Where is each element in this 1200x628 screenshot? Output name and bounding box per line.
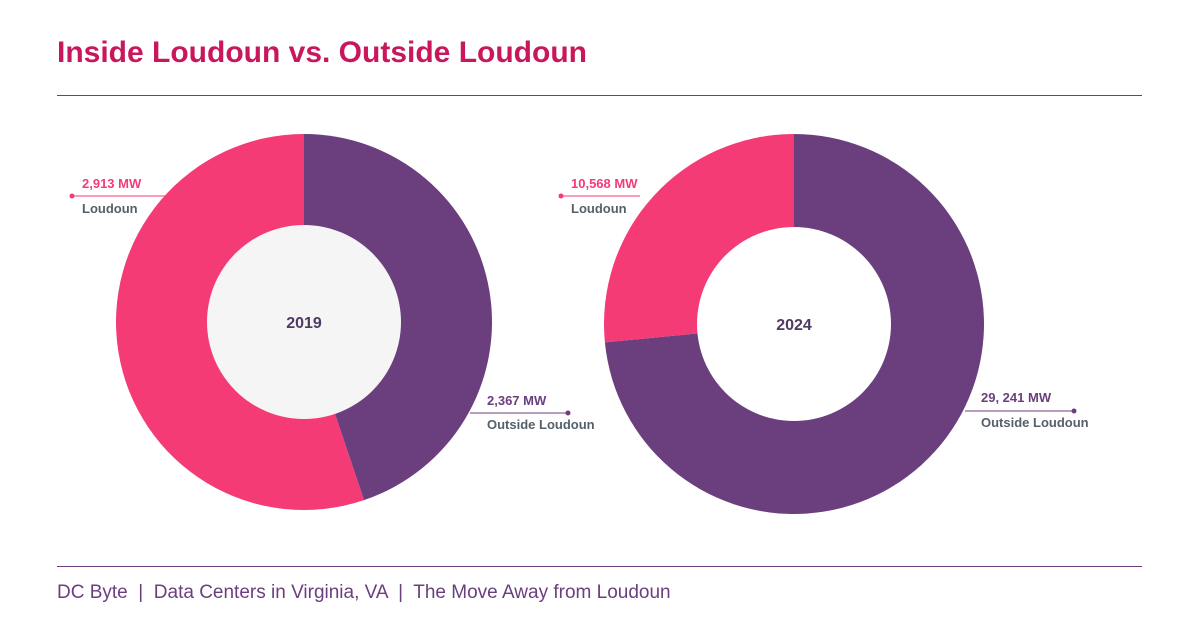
chart-title: Inside Loudoun vs. Outside Loudoun [57,36,587,69]
leader-dot [558,193,564,199]
value-label-outside-2024: 29, 241 MW [981,390,1052,405]
donut-hole [207,225,401,419]
center-year-label: 2019 [286,315,322,332]
top-divider [57,95,1142,96]
donut-2024: 2024 [604,134,985,514]
bottom-divider [57,566,1142,567]
slice-label-loudoun-2024: Loudoun [571,201,627,216]
slice-label-outside-2019: Outside Loudoun [487,417,595,432]
value-label-loudoun-2024: 10,568 MW [571,176,638,191]
slice-label-outside-2024: Outside Loudoun [981,415,1089,430]
donut-2019: 2019 [115,134,492,511]
footer-source: DC Byte | Data Centers in Virginia, VA |… [57,582,671,603]
leader-dot [69,193,75,199]
leader-dot [1071,408,1077,414]
value-label-outside-2019: 2,367 MW [487,393,547,408]
slice-label-loudoun-2019: Loudoun [82,201,138,216]
center-year-label: 2024 [776,317,812,334]
leader-dot [565,410,571,416]
value-label-loudoun-2019: 2,913 MW [82,176,142,191]
donut-hole [697,227,891,421]
